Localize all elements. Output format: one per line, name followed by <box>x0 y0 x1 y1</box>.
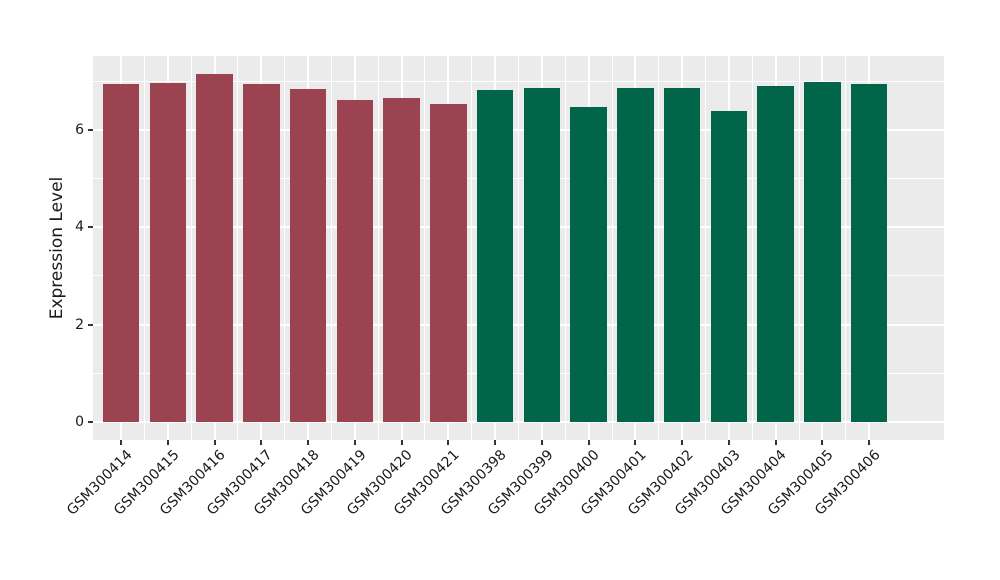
x-tick <box>540 440 543 445</box>
bar <box>710 110 748 422</box>
gridline-x-minor <box>751 56 753 440</box>
bar <box>336 100 374 422</box>
y-tick <box>88 128 93 131</box>
bar <box>663 88 701 422</box>
x-tick <box>307 440 310 445</box>
x-tick <box>868 440 871 445</box>
x-tick <box>774 440 777 445</box>
bar <box>804 81 841 422</box>
x-tick <box>634 440 637 445</box>
gridline-x-minor <box>284 56 286 440</box>
bar <box>617 88 654 422</box>
bar <box>289 89 327 422</box>
x-tick <box>821 440 824 445</box>
gridline-y-major <box>93 420 944 423</box>
bar <box>196 74 233 422</box>
bar <box>757 86 794 422</box>
bar <box>430 104 467 422</box>
gridline-y-minor <box>93 275 944 277</box>
bar <box>383 97 420 422</box>
x-tick <box>400 440 403 445</box>
x-tick <box>166 440 169 445</box>
bar <box>102 84 140 422</box>
gridline-x-minor <box>611 56 613 440</box>
y-tick-label: 0 <box>75 413 84 430</box>
y-tick <box>88 323 93 326</box>
gridline-x-minor <box>564 56 566 440</box>
y-tick-label: 4 <box>75 219 84 236</box>
gridline-y-minor <box>93 80 944 82</box>
gridline-x-minor <box>190 56 192 440</box>
bar <box>850 83 888 422</box>
x-tick <box>681 440 684 445</box>
bar <box>523 87 561 422</box>
gridline-y-major <box>93 323 944 326</box>
gridline-y-minor <box>93 178 944 180</box>
gridline-x-minor <box>237 56 239 440</box>
x-tick <box>447 440 450 445</box>
x-tick <box>727 440 730 445</box>
x-tick <box>213 440 216 445</box>
y-axis-title: Expression Level <box>47 176 67 320</box>
gridline-x-minor <box>143 56 145 440</box>
bar <box>476 89 514 422</box>
gridline-x-minor <box>705 56 707 440</box>
x-tick <box>120 440 123 445</box>
gridline-x-minor <box>845 56 847 440</box>
gridline-x-minor <box>377 56 379 440</box>
gridline-x-minor <box>658 56 660 440</box>
x-tick <box>494 440 497 445</box>
x-tick <box>353 440 356 445</box>
gridline-x-minor <box>798 56 800 440</box>
gridline-y-major <box>93 226 944 229</box>
y-tick-label: 6 <box>75 121 84 138</box>
x-tick <box>587 440 590 445</box>
gridline-x-minor <box>424 56 426 440</box>
gridline-x-minor <box>471 56 473 440</box>
bar <box>243 84 280 422</box>
gridline-x-minor <box>518 56 519 440</box>
y-tick <box>88 420 93 423</box>
x-tick <box>260 440 263 445</box>
gridline-y-major <box>93 128 944 131</box>
gridline-y-minor <box>93 372 944 374</box>
y-tick-label: 2 <box>75 316 84 333</box>
gridline-x-minor <box>330 56 332 440</box>
bar <box>570 106 607 422</box>
plot-panel <box>93 56 944 440</box>
bar <box>149 83 187 422</box>
y-tick <box>88 226 93 229</box>
